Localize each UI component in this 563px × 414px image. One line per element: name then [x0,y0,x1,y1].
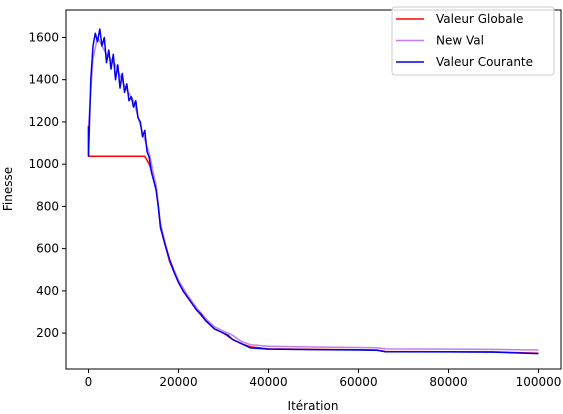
legend-items: Valeur Globale New Val Valeur Courante [396,12,533,69]
y-tick-label: 400 [36,284,59,298]
x-tick-label: 20000 [159,375,197,389]
x-tick-label: 100000 [516,375,562,389]
x-tick-label: 80000 [429,375,467,389]
series-line-2 [87,28,539,355]
y-tick-label: 1600 [28,30,59,44]
y-axis-label: Finesse [1,167,15,211]
legend: Valeur Globale New Val Valeur Courante [391,6,555,76]
y-tick-label: 600 [36,242,59,256]
x-axis-ticks: 0 20000 40000 60000 80000 100000 [85,369,562,389]
x-tick-label: 60000 [339,375,377,389]
x-tick-label: 0 [85,375,93,389]
y-tick-label: 200 [36,326,59,340]
x-axis-label: Itération [288,399,339,413]
legend-label-2: Valeur Courante [436,55,533,69]
y-tick-label: 800 [36,199,59,213]
x-tick-label: 40000 [249,375,287,389]
y-tick-label: 1000 [28,157,59,171]
legend-label-1: New Val [436,34,484,48]
y-tick-label: 1200 [28,115,59,129]
series-line-0 [87,126,539,354]
plot-frame [65,9,562,370]
legend-label-0: Valeur Globale [436,12,523,26]
y-axis-ticks: 200 400 600 800 1000 1200 1400 1600 [28,30,66,340]
legend-frame [391,6,555,76]
y-tick-label: 1400 [28,73,59,87]
series-layer [87,28,539,355]
